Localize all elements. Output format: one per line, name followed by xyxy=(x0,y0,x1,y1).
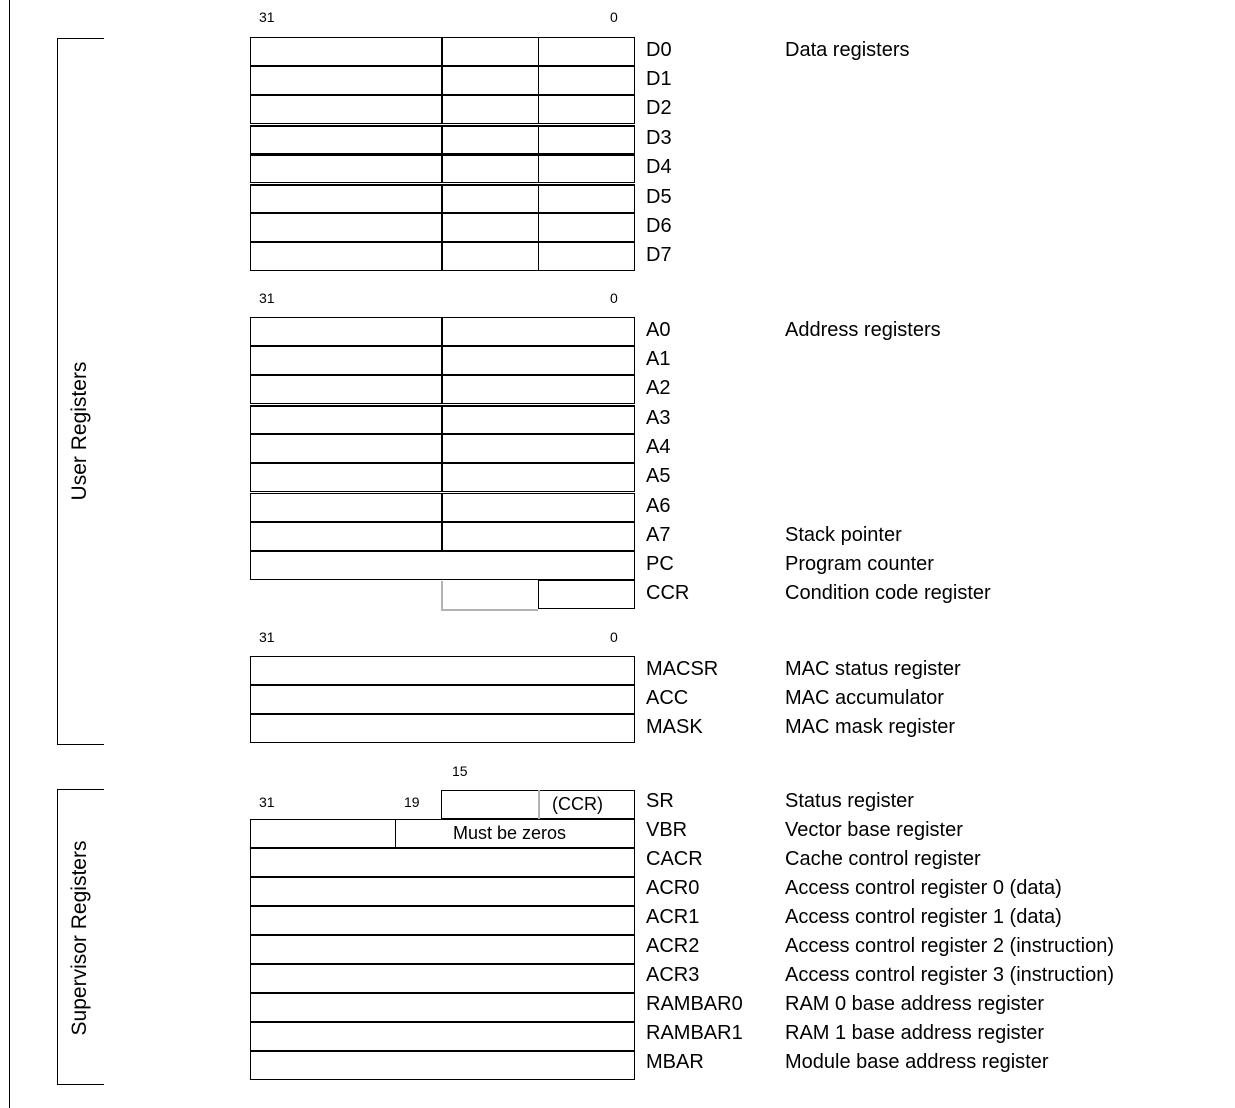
register-box-a5 xyxy=(250,463,635,492)
register-box-acr1 xyxy=(250,906,635,935)
register-name: ACC xyxy=(646,687,689,709)
diagram-frame xyxy=(9,0,1235,1108)
register-description: MAC mask register xyxy=(785,716,956,738)
register-box-ccr xyxy=(538,580,635,609)
register-box-a2 xyxy=(250,375,635,404)
register-description: Data registers xyxy=(785,39,910,61)
register-name: MASK xyxy=(646,716,703,738)
register-box-d4 xyxy=(250,154,635,183)
register-box-d0 xyxy=(250,37,635,66)
user-registers-label: User Registers xyxy=(68,361,91,501)
register-name: A2 xyxy=(646,377,671,399)
register-name: SR xyxy=(646,790,674,812)
register-name: A3 xyxy=(646,407,671,429)
user-registers-bracket xyxy=(57,38,104,745)
bit-31-label: 31 xyxy=(259,290,275,306)
supervisor-registers-bracket xyxy=(57,789,104,1085)
register-name: D4 xyxy=(646,156,672,178)
register-description: Module base address register xyxy=(785,1051,1049,1073)
register-box-ccr-unused xyxy=(441,581,538,611)
register-description: Address registers xyxy=(785,319,941,341)
register-name: CCR xyxy=(646,582,690,604)
register-name: CACR xyxy=(646,848,703,870)
register-box-d6 xyxy=(250,213,635,242)
register-name: A1 xyxy=(646,348,671,370)
register-box-rambar1 xyxy=(250,1022,635,1051)
register-name: D0 xyxy=(646,39,672,61)
register-name: A5 xyxy=(646,465,671,487)
register-box-macsr xyxy=(250,656,635,685)
register-box-d3 xyxy=(250,125,635,154)
register-name: D7 xyxy=(646,244,672,266)
register-name: RAMBAR0 xyxy=(646,993,743,1015)
register-name: D2 xyxy=(646,97,672,119)
register-description: Access control register 1 (data) xyxy=(785,906,1062,928)
register-box-d2 xyxy=(250,95,635,124)
register-box-acr2 xyxy=(250,935,635,964)
register-description: Condition code register xyxy=(785,582,991,604)
register-box-d5 xyxy=(250,184,635,213)
supervisor-registers-label: Supervisor Registers xyxy=(68,840,91,1036)
register-box-a0 xyxy=(250,317,635,346)
register-box-acc xyxy=(250,685,635,714)
register-box-a1 xyxy=(250,346,635,375)
bit-19-label: 19 xyxy=(404,794,420,810)
register-name: RAMBAR1 xyxy=(646,1022,743,1044)
bit-15-label: 15 xyxy=(452,763,468,779)
register-description: RAM 1 base address register xyxy=(785,1022,1045,1044)
register-name: ACR1 xyxy=(646,906,700,928)
register-name: A6 xyxy=(646,495,671,517)
register-description: Vector base register xyxy=(785,819,963,841)
register-box-sr: (CCR) xyxy=(441,790,635,819)
register-name: D3 xyxy=(646,127,672,149)
register-box-a4 xyxy=(250,434,635,463)
register-box-mbar xyxy=(250,1051,635,1080)
register-box-a6 xyxy=(250,493,635,522)
register-description: Access control register 2 (instruction) xyxy=(785,935,1115,957)
register-box-a7 xyxy=(250,522,635,551)
register-box-rambar0 xyxy=(250,993,635,1022)
register-box-mask xyxy=(250,714,635,743)
register-description: MAC accumulator xyxy=(785,687,944,709)
register-name: ACR3 xyxy=(646,964,700,986)
register-name: D6 xyxy=(646,215,672,237)
register-description: Cache control register xyxy=(785,848,981,870)
register-description: MAC status register xyxy=(785,658,961,680)
register-description: Program counter xyxy=(785,553,934,575)
register-name: A4 xyxy=(646,436,671,458)
register-description: RAM 0 base address register xyxy=(785,993,1045,1015)
register-box-d1 xyxy=(250,66,635,95)
bit-0-label: 0 xyxy=(610,9,618,25)
sr-ccr-label: (CCR) xyxy=(552,794,603,814)
vbr-must-be-zeros-label: Must be zeros xyxy=(453,823,567,843)
register-description: Access control register 0 (data) xyxy=(785,877,1062,899)
register-box-d7 xyxy=(250,242,635,271)
bit-0-label: 0 xyxy=(610,629,618,645)
register-description: Status register xyxy=(785,790,914,812)
register-description: Access control register 3 (instruction) xyxy=(785,964,1115,986)
bit-31-label: 31 xyxy=(259,629,275,645)
register-name: VBR xyxy=(646,819,688,841)
register-box-pc xyxy=(250,551,635,580)
register-name: MACSR xyxy=(646,658,719,680)
bit-31-label: 31 xyxy=(259,9,275,25)
register-box-cacr xyxy=(250,848,635,877)
bit-31-label: 31 xyxy=(259,794,275,810)
register-name: ACR0 xyxy=(646,877,700,899)
register-box-acr0 xyxy=(250,877,635,906)
register-name: A0 xyxy=(646,319,671,341)
bit-0-label: 0 xyxy=(610,290,618,306)
register-name: MBAR xyxy=(646,1051,704,1073)
register-box-vbr: Must be zeros xyxy=(250,819,635,848)
register-name: PC xyxy=(646,553,674,575)
register-name: ACR2 xyxy=(646,935,700,957)
register-name: D1 xyxy=(646,68,672,90)
register-description: Stack pointer xyxy=(785,524,902,546)
register-box-a3 xyxy=(250,405,635,434)
register-box-acr3 xyxy=(250,964,635,993)
register-name: D5 xyxy=(646,186,672,208)
register-name: A7 xyxy=(646,524,671,546)
